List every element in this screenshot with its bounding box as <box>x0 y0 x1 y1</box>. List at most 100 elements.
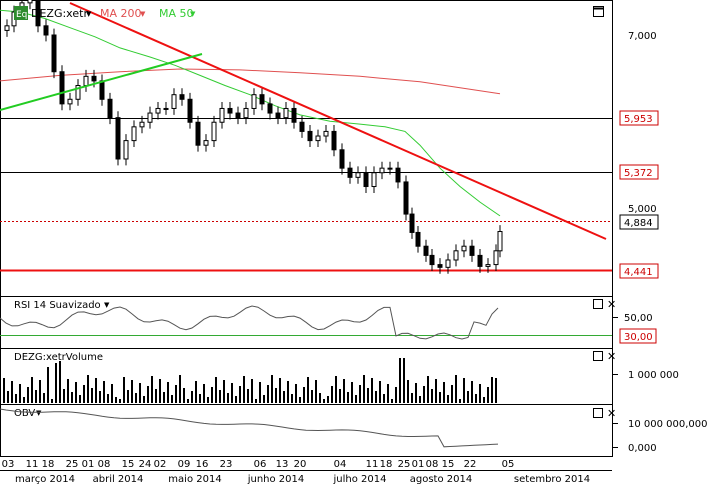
volume-bar <box>399 358 401 403</box>
volume-bar <box>151 376 153 403</box>
level-label-4884: 4,884 <box>619 214 659 230</box>
day-tick-label: 18 <box>42 459 55 470</box>
volume-title[interactable]: DEZG:xetrVolume <box>14 352 103 363</box>
candle <box>171 88 177 115</box>
volume-bar <box>179 375 181 403</box>
volume-bar <box>127 390 129 403</box>
obv-y-tick-zero: 0,000 <box>628 443 657 454</box>
volume-bar <box>235 396 237 403</box>
day-tick-label: 01 <box>412 459 425 470</box>
volume-bar <box>283 391 285 403</box>
volume-bar <box>7 391 9 403</box>
volume-bar <box>159 379 161 403</box>
volume-bar <box>83 385 85 403</box>
volume-bar <box>259 382 261 403</box>
volume-bar <box>255 399 257 403</box>
candle <box>219 102 225 129</box>
volume-bar <box>59 361 61 403</box>
candle <box>423 239 429 262</box>
volume-bar <box>223 380 225 403</box>
candle <box>403 175 409 221</box>
candle <box>155 102 161 120</box>
candle <box>315 129 321 148</box>
volume-bar <box>347 392 349 403</box>
symbol-badge[interactable] <box>14 6 28 20</box>
ma50-legend[interactable]: MA 50 <box>159 7 194 20</box>
rsi-close-icon[interactable]: ✕ <box>607 298 616 311</box>
volume-bar <box>243 376 245 403</box>
volume-bar <box>335 376 337 403</box>
candle <box>493 244 499 272</box>
volume-bar <box>3 378 5 403</box>
day-tick-label: 11 <box>366 459 379 470</box>
candle <box>415 226 421 253</box>
volume-bar <box>279 378 281 403</box>
volume-bar <box>35 390 37 403</box>
volume-bar <box>47 367 49 403</box>
candle <box>163 102 169 115</box>
obv-title[interactable]: OBV <box>14 408 35 419</box>
ma200-line <box>0 68 501 95</box>
volume-maximize-icon[interactable] <box>593 351 603 361</box>
day-tick-label: 09 <box>178 459 191 470</box>
volume-bar <box>387 384 389 403</box>
volume-bar <box>379 381 381 403</box>
rsi-dropdown-icon[interactable]: ▼ <box>104 301 110 309</box>
obv-maximize-icon[interactable] <box>593 408 603 418</box>
volume-bar <box>195 381 197 403</box>
volume-bar <box>475 394 477 403</box>
obv-dropdown-icon[interactable]: ▼ <box>36 409 42 417</box>
volume-bar <box>27 387 29 403</box>
volume-bar <box>55 363 57 403</box>
month-label: abril 2014 <box>93 474 144 485</box>
ma50-dropdown-icon[interactable]: ▼ <box>190 10 196 18</box>
volume-bar <box>427 376 429 403</box>
candle <box>395 161 401 189</box>
main-maximize-icon[interactable] <box>593 6 604 17</box>
volume-bar <box>143 396 145 403</box>
volume-bar <box>187 399 189 403</box>
symbol-dropdown-icon[interactable]: ▼ <box>86 10 92 18</box>
candle <box>461 239 467 258</box>
candle <box>497 225 503 258</box>
day-tick-label: 18 <box>380 459 393 470</box>
volume-bar <box>67 379 69 403</box>
volume-bar <box>451 385 453 403</box>
volume-bar <box>331 386 333 403</box>
volume-panel <box>0 348 613 405</box>
candle <box>227 102 233 120</box>
volume-bar <box>447 395 449 403</box>
volume-bar <box>315 380 317 403</box>
volume-bar <box>147 386 149 403</box>
candle <box>355 166 361 184</box>
volume-bar <box>483 397 485 403</box>
day-tick-label: 04 <box>334 459 347 470</box>
volume-bar <box>271 375 273 403</box>
rsi-title[interactable]: RSI 14 Suavizado <box>14 300 101 311</box>
day-tick-label: 02 <box>154 459 167 470</box>
volume-bar <box>155 389 157 403</box>
volume-bar <box>455 375 457 403</box>
volume-close-icon[interactable]: ✕ <box>607 350 616 363</box>
month-label: maio 2014 <box>168 474 221 485</box>
obv-close-icon[interactable]: ✕ <box>607 407 616 420</box>
candle <box>195 115 201 152</box>
month-label: agosto 2014 <box>410 474 472 485</box>
day-tick-label: 20 <box>294 459 307 470</box>
candle <box>67 92 73 111</box>
volume-bar <box>99 391 101 403</box>
candles <box>4 0 503 274</box>
month-label: julho 2014 <box>333 474 387 485</box>
volume-bar <box>371 378 373 403</box>
symbol-label[interactable]: DEZG:xetr <box>31 7 88 20</box>
ma200-dropdown-icon[interactable]: ▼ <box>140 10 146 18</box>
volume-bar <box>231 383 233 403</box>
ma200-legend[interactable]: MA 200 <box>100 7 142 20</box>
volume-bar <box>463 378 465 403</box>
candle <box>75 79 81 106</box>
month-label: março 2014 <box>15 474 75 485</box>
rsi-maximize-icon[interactable] <box>593 299 603 309</box>
candle <box>339 143 345 175</box>
candle <box>379 161 385 180</box>
